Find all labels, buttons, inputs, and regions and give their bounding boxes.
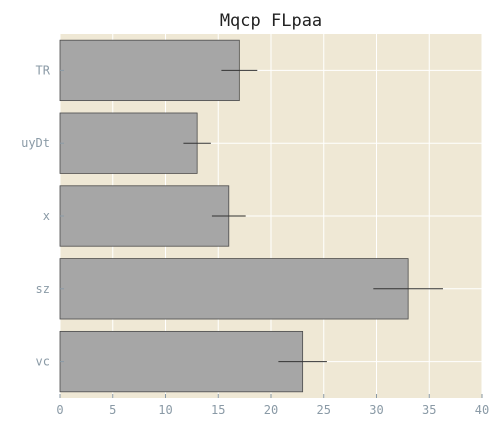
y-tick-label-sz: sz (36, 282, 50, 296)
x-tick-label: 10 (158, 403, 172, 417)
x-tick-label: 20 (264, 403, 278, 417)
y-tick-label-TR: TR (36, 63, 51, 77)
x-tick-label: 5 (109, 403, 116, 417)
bar-vc (59, 330, 304, 393)
bar-x (59, 185, 230, 247)
x-tick-label: 25 (317, 403, 331, 417)
bar-sz (59, 258, 409, 320)
y-tick-label-vc: vc (36, 355, 50, 369)
x-axis-ticks: 0 5 10 15 20 25 30 35 40 (56, 394, 489, 417)
x-tick-label: 0 (56, 403, 63, 417)
y-axis-ticks: vc sz x uyDt TR (21, 63, 64, 369)
y-tick-label-x: x (43, 209, 50, 223)
bars (59, 39, 409, 393)
x-tick-label: 35 (422, 403, 436, 417)
x-tick-label: 40 (475, 403, 489, 417)
x-tick-label: 15 (211, 403, 225, 417)
bar-TR (59, 39, 240, 102)
bar-uyDt (59, 112, 198, 174)
x-tick-label: 30 (369, 403, 383, 417)
y-tick-label-uyDt: uyDt (21, 136, 50, 150)
chart-title: Mqcp FLpaa (220, 11, 322, 31)
error-bars (183, 69, 443, 363)
